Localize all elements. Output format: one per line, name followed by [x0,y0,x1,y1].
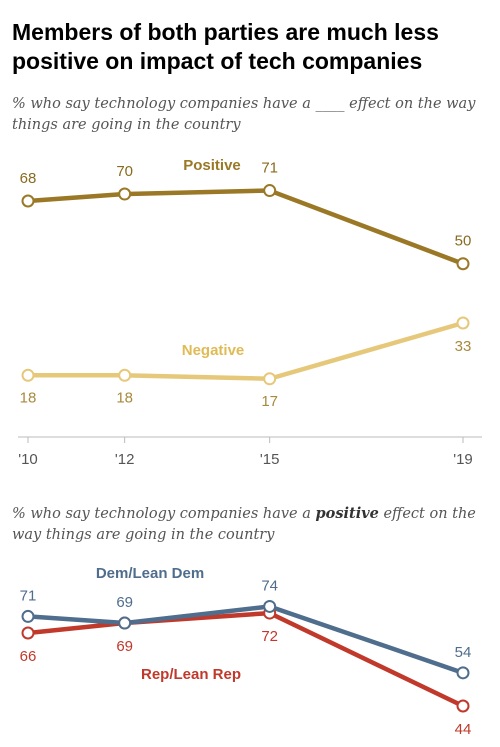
data-point [263,599,277,613]
data-point [118,616,132,630]
x-tick-label: '10 [18,451,38,468]
data-point [21,194,35,208]
x-tick-label: '12 [115,451,135,468]
data-label: 18 [20,389,37,406]
subtitle-text-end: effect on the way things are going in th… [12,506,476,543]
subtitle-blank: ____ [315,96,345,112]
subtitle-emphasis: positive [315,505,379,522]
data-label: 71 [261,160,278,177]
chart-title: Members of both parties are much less po… [12,19,439,74]
x-tick-label: '15 [260,451,280,468]
data-label: 72 [261,628,278,645]
subtitle-text-start: % who say technology companies have a [12,96,316,112]
series-line-negative [25,320,466,382]
data-label: 17 [261,393,278,410]
data-label: 69 [116,638,133,655]
data-label: 69 [116,594,133,611]
top-chart-subtitle: % who say technology companies have a __… [12,94,492,136]
data-point [21,368,35,382]
data-label: 50 [455,233,472,250]
subtitle-text-end: effect on the way things are going in th… [12,96,476,133]
data-label: 44 [455,721,472,738]
data-point [263,372,277,386]
x-tick-label: '19 [453,451,473,468]
series-label-negative: Negative [182,342,245,359]
data-point [456,699,470,713]
data-point [118,368,132,382]
series-label-positive: Positive [183,157,241,174]
data-point [456,666,470,680]
data-label: 68 [20,170,37,187]
series-line-rep [25,610,466,709]
data-label: 18 [116,389,133,406]
data-label: 33 [455,338,472,355]
series-label-rep: Rep/Lean Rep [141,666,241,683]
data-label: 66 [20,648,37,665]
data-label: 71 [20,587,37,604]
data-point [263,184,277,198]
data-point [21,609,35,623]
data-point [456,316,470,330]
top-line-chart: '10 '12 '15 '19 68 70 71 50 18 18 17 33 Positive Nega… [18,157,482,468]
data-label: 74 [261,577,278,594]
data-point [21,626,35,640]
data-label: 70 [116,163,133,180]
series-line-dem [25,604,466,676]
data-point [118,187,132,201]
series-label-dem: Dem/Lean Dem [96,565,204,582]
data-point [456,257,470,271]
data-label: 54 [455,644,472,661]
bottom-chart-subtitle: % who say technology companies have a po… [12,503,492,546]
series-line-positive [25,188,466,266]
subtitle-text-start: % who say technology companies have a [12,506,316,522]
